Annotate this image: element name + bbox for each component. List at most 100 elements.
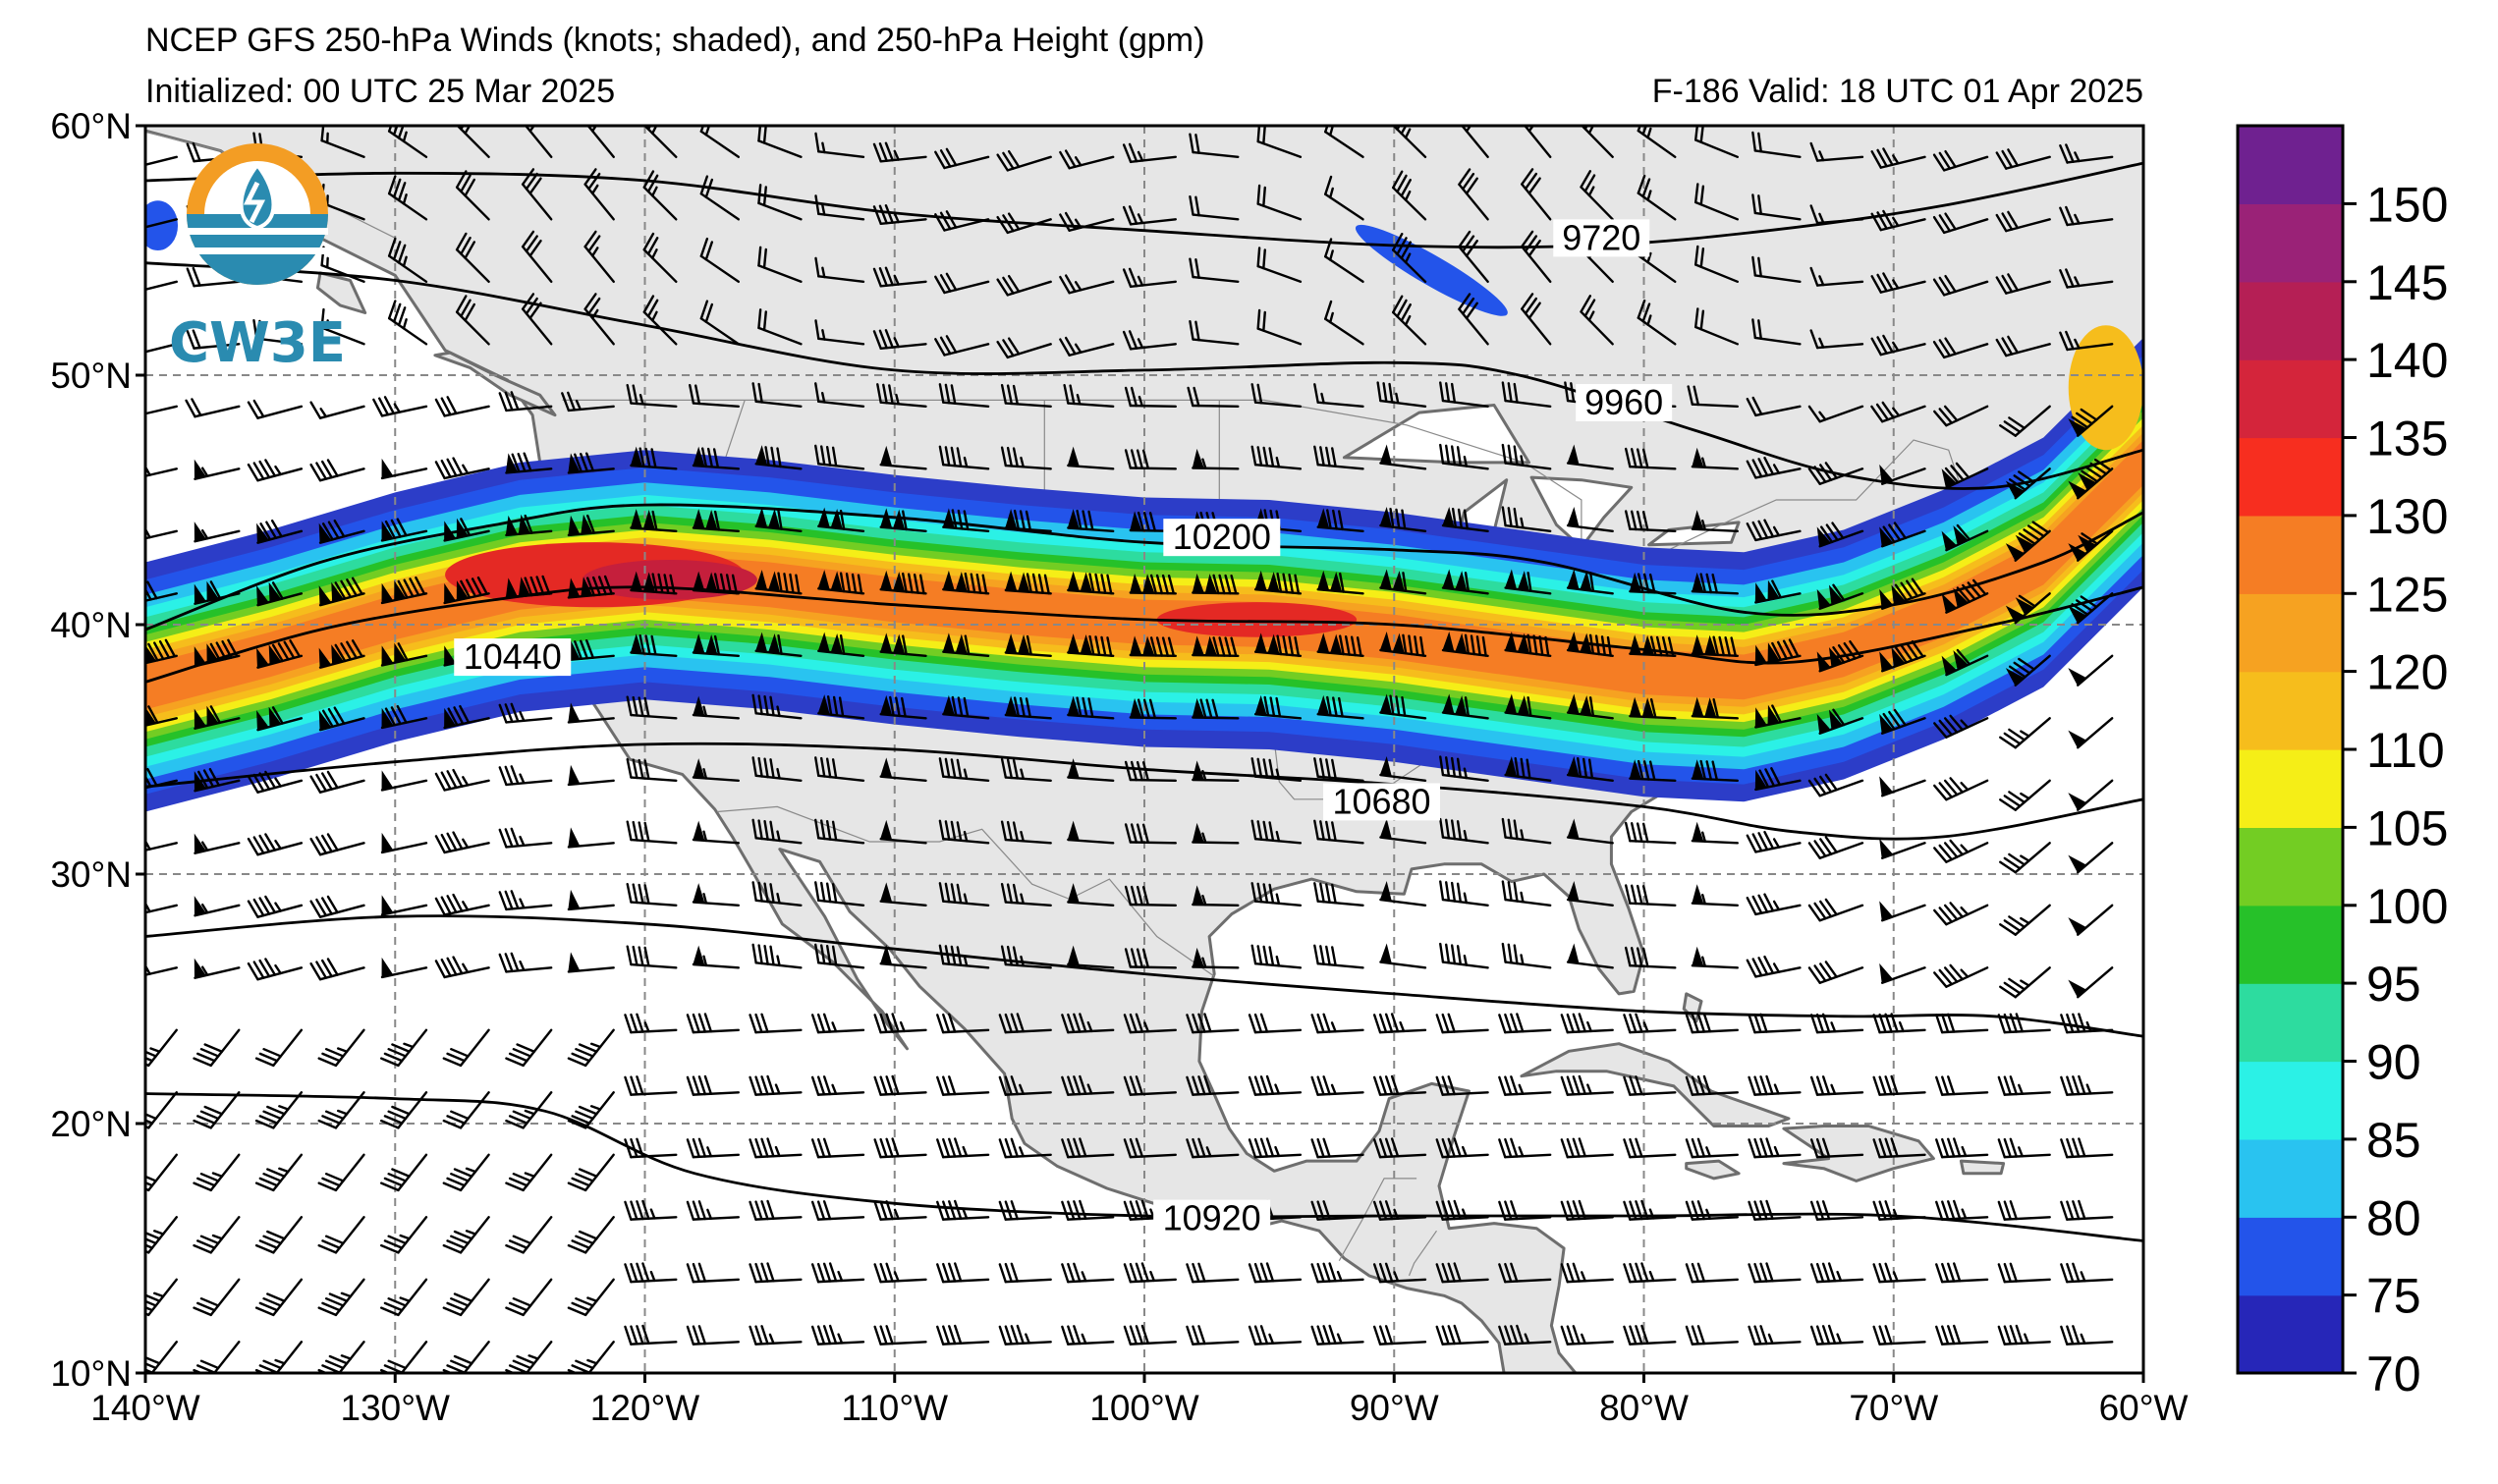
cuba <box>1520 1042 1791 1127</box>
wind-barb <box>1566 818 1614 845</box>
wind-barb <box>814 194 865 221</box>
wind-barb <box>2060 1199 2114 1221</box>
wind-barb <box>936 1075 990 1096</box>
wind-barb <box>309 770 365 794</box>
wind-barb <box>938 819 990 845</box>
wind-barb <box>1439 755 1489 782</box>
wind-barb <box>1123 1075 1178 1096</box>
wind-barb <box>2068 779 2114 811</box>
wind-barb <box>1566 444 1614 470</box>
wind-barb <box>1123 1013 1178 1034</box>
lat-tick-label: 40°N <box>50 605 132 645</box>
wind-barb <box>1124 386 1178 408</box>
wind-barb <box>751 818 803 845</box>
wind-barb <box>1809 1324 1864 1346</box>
wind-barb <box>686 1074 740 1096</box>
wind-barb <box>1248 1262 1303 1284</box>
wind-barb <box>1124 823 1178 845</box>
wind-barb <box>1000 882 1052 907</box>
lon-tick-label: 130°W <box>341 1388 451 1428</box>
wind-barb <box>505 1153 553 1192</box>
wind-barb <box>817 507 865 532</box>
wind-barb <box>1253 694 1303 720</box>
wind-barb <box>1256 247 1303 283</box>
wind-barb <box>1624 821 1677 845</box>
wind-barb <box>749 1013 803 1034</box>
wind-barb <box>934 335 990 357</box>
wind-barb <box>1067 758 1115 782</box>
wind-barb <box>2068 529 2114 562</box>
wind-barb <box>686 1137 740 1159</box>
wind-barb <box>145 705 179 730</box>
wind-barb <box>567 1278 615 1317</box>
wind-barb <box>1748 1074 1802 1096</box>
wind-barb <box>372 396 428 417</box>
wind-barb <box>1933 839 1989 863</box>
wind-barb <box>1816 583 1864 610</box>
wind-barb <box>185 398 241 418</box>
wind-barb <box>1067 633 1115 657</box>
wind-barb <box>751 881 803 907</box>
wind-barb <box>2005 654 2051 687</box>
wind-barb <box>1748 1013 1802 1034</box>
wind-barb <box>757 126 803 159</box>
wind-barb <box>692 883 740 907</box>
wind-barb <box>757 308 803 346</box>
wind-barb <box>434 396 490 417</box>
map-axis-ticks: 140°W 130°W 120°W 110°W 100°W 90°W 80°W 70°W 60°… <box>50 106 2188 1428</box>
wind-barb <box>810 1137 865 1159</box>
colorbar-label-80: 80 <box>2366 1190 2421 1245</box>
wind-barb <box>1807 836 1864 859</box>
wind-barb <box>1566 755 1614 782</box>
wind-barb <box>1932 274 1989 297</box>
wind-barb <box>1256 308 1303 346</box>
wind-barb <box>1999 779 2051 811</box>
jet-maximum-3 <box>1156 602 1358 637</box>
wind-barb <box>1192 885 1240 907</box>
wind-barb <box>1809 266 1864 287</box>
wind-barb <box>1379 880 1427 907</box>
wind-barb <box>1439 381 1489 408</box>
wind-barb <box>2005 521 2051 562</box>
wind-barb <box>1941 523 1989 552</box>
wind-barb <box>1693 245 1740 283</box>
wind-barb <box>642 170 678 221</box>
colorbar-label-75: 75 <box>2366 1269 2421 1324</box>
wind-barb <box>1933 902 1989 926</box>
wind-barb <box>934 147 990 170</box>
wind-barb <box>936 1324 990 1346</box>
wind-barb <box>380 1341 428 1373</box>
wind-barb <box>1313 757 1364 782</box>
wind-barb <box>193 1341 241 1373</box>
wind-barb <box>193 1153 241 1192</box>
wind-barb <box>309 895 365 918</box>
wind-barb <box>2068 904 2114 936</box>
wind-barb <box>380 576 428 605</box>
colorbar-swatch-130 <box>2238 437 2343 517</box>
wind-barb <box>1933 963 1989 988</box>
wind-barb <box>1313 882 1364 907</box>
wind-barb <box>318 706 365 732</box>
colorbar-label-145: 145 <box>2366 255 2448 310</box>
wind-barb <box>1560 1074 1614 1096</box>
wind-barb <box>505 1278 553 1317</box>
wind-barb <box>1501 817 1552 845</box>
wind-barb <box>1316 632 1364 657</box>
wind-barb <box>194 522 241 543</box>
wind-barb <box>879 632 927 657</box>
wind-barb <box>814 382 865 408</box>
border-line-2 <box>717 805 1215 977</box>
wind-barb <box>1754 767 1802 792</box>
wind-barb <box>380 458 428 480</box>
wind-barb <box>1935 1013 1989 1034</box>
wind-barb <box>1807 898 1864 922</box>
wind-barb <box>1391 295 1427 346</box>
wind-barb <box>749 1262 803 1284</box>
wind-barb <box>145 155 179 170</box>
wind-barb <box>1498 1013 1552 1034</box>
lon-tick-label: 80°W <box>1599 1388 1689 1428</box>
wind-barb <box>814 444 865 470</box>
wind-barb <box>1691 759 1740 782</box>
wind-barb <box>1691 696 1740 720</box>
wind-barb <box>1691 634 1740 657</box>
